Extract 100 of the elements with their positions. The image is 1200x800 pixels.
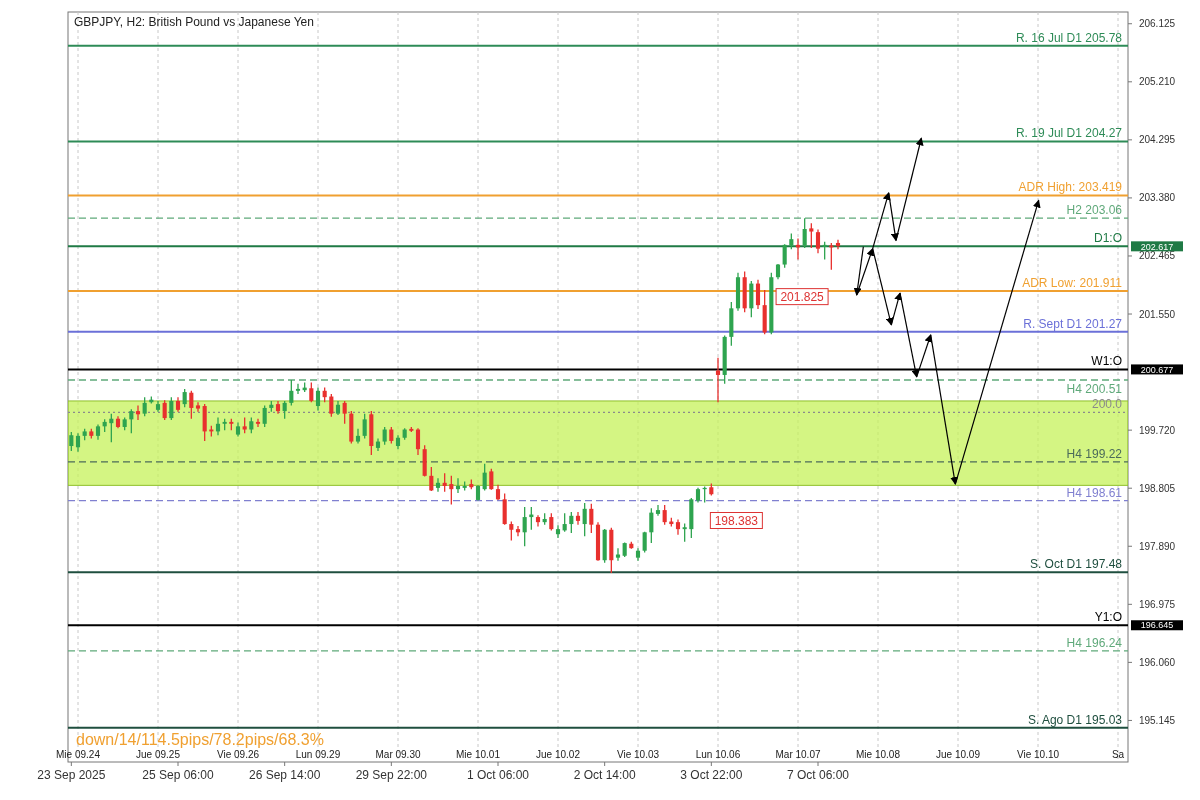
candlestick (129, 409, 134, 434)
candlestick (135, 405, 141, 421)
candlestick (835, 239, 841, 250)
candlestick (255, 418, 261, 427)
annotation: 201.825 (780, 289, 825, 304)
y-tick-label: 202.617 (1140, 241, 1174, 252)
candlestick (329, 393, 334, 417)
candlestick (569, 511, 574, 533)
candlestick (262, 405, 267, 427)
ref-line-label: S. Ago D1 195.03 (1027, 712, 1123, 727)
x-tick-label: Mar 10.07 (775, 749, 821, 760)
candlestick (555, 525, 561, 539)
candlestick (449, 475, 454, 505)
y-tick-label: 202.465 (1138, 250, 1176, 262)
y-tick-label: 199.720 (1138, 424, 1176, 436)
x-tick-label: Mar 09.30 (375, 749, 421, 760)
candlestick (535, 515, 541, 527)
chart-title: GBPJPY, H2: British Pound vs Japanese Yen (74, 15, 314, 29)
candlestick (455, 478, 461, 493)
candlestick (482, 463, 487, 491)
candlestick (662, 505, 667, 525)
x-tick-label: 23 Sep 2025 (37, 768, 106, 782)
ref-line-label: R. Sept D1 201.27 (1023, 316, 1123, 331)
x-tick-label: Lun 09.29 (295, 749, 341, 760)
x-tick-label: Mie 10.01 (456, 749, 501, 760)
x-tick-label: Mie 10.08 (856, 749, 901, 760)
y-tick-label: 205.210 (1138, 76, 1176, 88)
y-tick-label: 197.890 (1138, 540, 1176, 552)
candlestick (435, 478, 441, 492)
candlestick (589, 503, 594, 533)
y-tick-label: 196.645 (1140, 620, 1174, 631)
x-tick-label: Lun 10.06 (695, 749, 741, 760)
candlestick (515, 525, 521, 537)
y-tick-label: 196.060 (1138, 656, 1176, 668)
y-tick-label: 201.550 (1138, 308, 1176, 320)
ref-line-label: R. 16 Jul D1 205.78 (1015, 30, 1123, 45)
candlestick (429, 466, 434, 492)
ref-line-label: H4 196.24 (1066, 635, 1123, 650)
candlestick (375, 438, 381, 452)
candlestick (655, 505, 661, 516)
candlestick (289, 380, 294, 406)
ref-line-label: H4 200.51 (1066, 382, 1123, 397)
x-tick-label: 2 Oct 14:00 (573, 768, 637, 782)
candlestick (342, 400, 347, 424)
ref-line-label: ADR Low: 201.911 (1022, 276, 1123, 291)
x-tick-label: Vie 10.03 (616, 749, 660, 760)
y-tick-label: 206.125 (1138, 18, 1176, 30)
x-tick-label: Mie 09.24 (56, 749, 101, 760)
candlestick (522, 506, 527, 547)
candlestick (755, 279, 761, 309)
x-tick-label: 1 Oct 06:00 (466, 768, 530, 782)
candlestick (355, 428, 361, 444)
ref-line-label: D1:O (1093, 231, 1122, 246)
x-tick-label: Vie 10.10 (1016, 749, 1060, 760)
candlestick (815, 229, 821, 254)
y-tick-label: 198.805 (1138, 482, 1176, 494)
ref-line-label: ADR High: 203.419 (1018, 180, 1123, 195)
candlestick (215, 417, 221, 436)
ref-line-label: W1:O (1091, 354, 1122, 369)
annotation: down/14/114.5pips/78.2pips/68.3% (76, 731, 324, 748)
y-tick-label: 200.677 (1140, 364, 1174, 375)
candlestick (362, 413, 367, 439)
y-tick-label: 195.145 (1138, 714, 1176, 726)
candlestick (782, 244, 787, 268)
y-tick-label: 203.380 (1138, 192, 1176, 204)
ref-line-label: H4 198.61 (1066, 485, 1123, 500)
y-tick-label: 204.295 (1138, 134, 1176, 146)
ref-line-label: 200.0 (1091, 397, 1123, 412)
ref-line-label: H4 199.22 (1066, 446, 1123, 461)
y-tick-label: 196.975 (1138, 598, 1176, 610)
candlestick (169, 397, 174, 421)
annotation: 198.383 (714, 513, 759, 528)
x-tick-label: Jue 10.09 (936, 749, 981, 760)
ref-line-label: Y1:O (1094, 610, 1122, 625)
candlestick (162, 400, 167, 421)
candlestick (195, 402, 201, 412)
x-tick-label: 7 Oct 06:00 (786, 768, 850, 782)
x-tick-label: Sa (1111, 749, 1125, 760)
candlestick (802, 218, 807, 249)
candlestick (189, 390, 194, 419)
candlestick (809, 223, 814, 249)
candlestick (615, 548, 621, 561)
candlestick (575, 511, 581, 525)
candlestick (295, 383, 301, 394)
ref-line-label: H2 203.06 (1066, 203, 1123, 218)
x-tick-label: 29 Sep 22:00 (355, 768, 428, 782)
candlestick (649, 508, 654, 544)
x-tick-label: Jue 09.25 (136, 749, 181, 760)
candlestick (582, 503, 587, 537)
candlestick (642, 531, 647, 553)
x-tick-label: 3 Oct 22:00 (680, 768, 743, 782)
x-tick-label: 26 Sep 14:00 (248, 768, 321, 782)
candlestick (489, 468, 494, 490)
x-tick-label: Jue 10.02 (536, 749, 581, 760)
candlestick (309, 382, 314, 403)
x-tick-label: 25 Sep 06:00 (142, 768, 215, 782)
ref-line-label: S. Oct D1 197.48 (1029, 557, 1123, 572)
candlestick (415, 428, 421, 455)
candlestick (315, 387, 321, 411)
ref-line-label: R. 19 Jul D1 204.27 (1015, 126, 1123, 141)
